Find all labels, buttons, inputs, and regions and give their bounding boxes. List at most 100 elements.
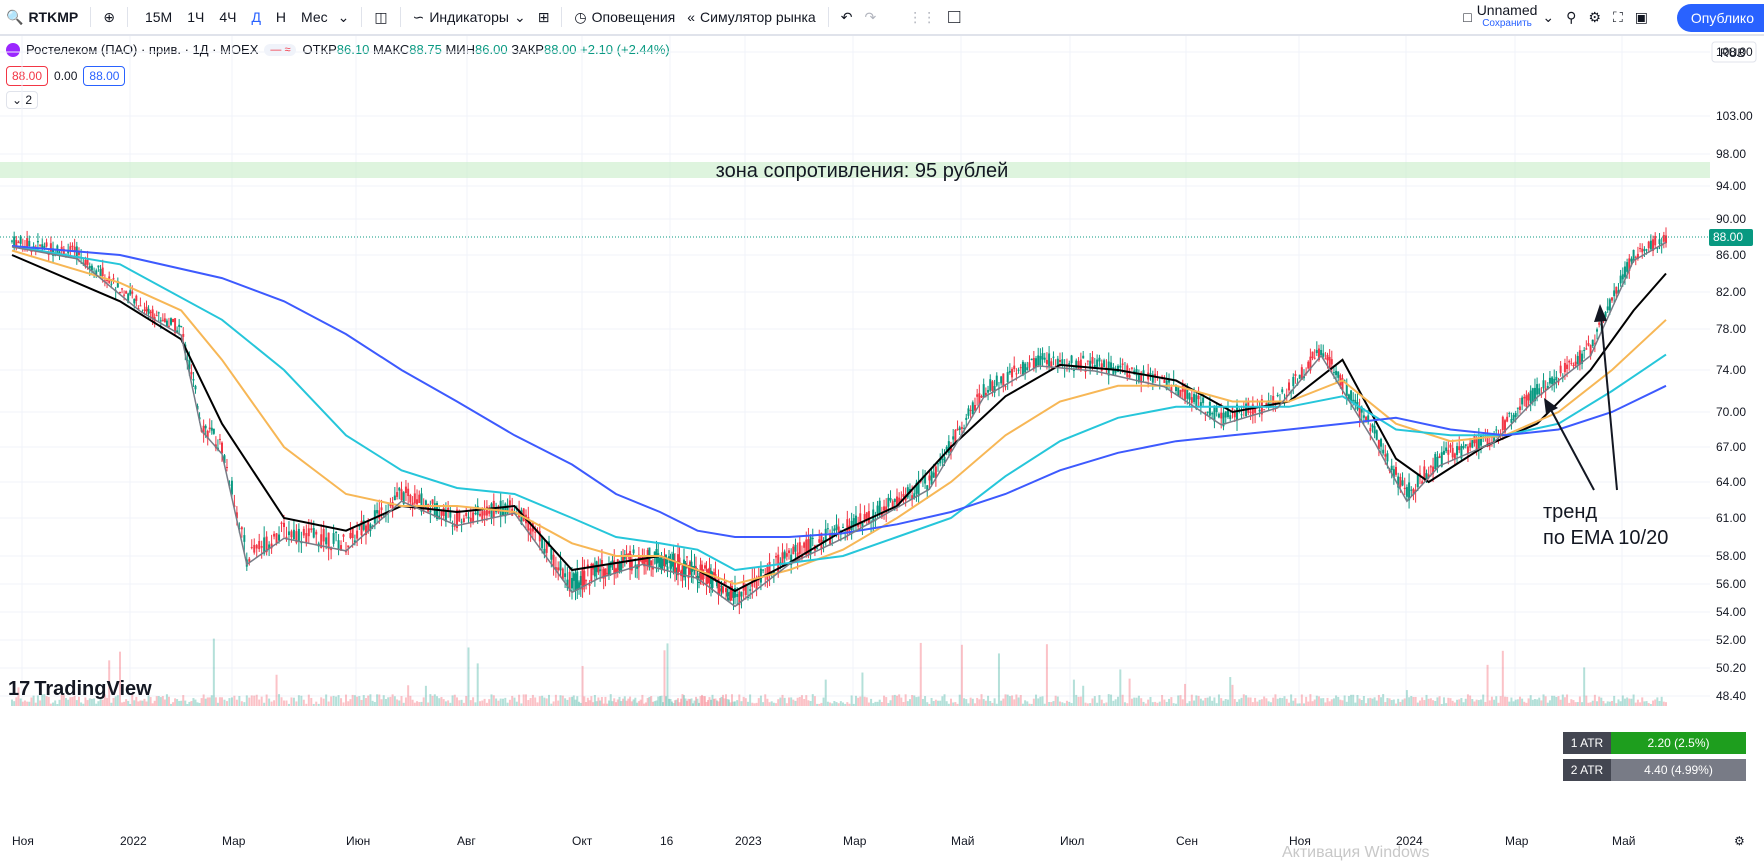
volume-bar (755, 702, 758, 706)
volume-bar (1072, 679, 1075, 706)
time-axis[interactable]: Ноя 2022 Мар Июн Авг Окт 16 2023 Мар Май… (0, 830, 1764, 856)
candle-body (1013, 365, 1016, 370)
volume-bar (595, 701, 598, 706)
volume-bar (911, 695, 914, 706)
add-symbol-button[interactable]: ⊕ (97, 0, 121, 35)
volume-bar (238, 695, 241, 706)
volume-bar (1298, 703, 1301, 706)
volume-bar (424, 685, 427, 706)
candle-body (867, 511, 870, 523)
symbol-search[interactable]: 🔍 RTKMP (0, 0, 84, 35)
volume-bar (69, 697, 72, 706)
chart-type-button[interactable]: ◫ (368, 0, 393, 35)
time-tick: Ноя (1289, 834, 1311, 848)
candle-body (1525, 395, 1528, 407)
fullscreen-button[interactable]: ⛶ (1607, 0, 1629, 35)
interval-15m[interactable]: 15М (144, 9, 173, 25)
candle-body (1041, 353, 1044, 360)
candle-body (861, 522, 864, 528)
volume-bar (1128, 678, 1131, 706)
candle-body (325, 537, 328, 545)
volume-bar (917, 696, 920, 706)
candle-body (1309, 356, 1312, 371)
volume-bar (1540, 700, 1543, 706)
candle-body (1581, 353, 1584, 364)
volume-bar (1290, 694, 1293, 706)
candle-body (1056, 358, 1059, 367)
redo-button[interactable]: ↷ (858, 0, 882, 35)
volume-bar (1061, 702, 1064, 706)
candle-body (880, 512, 883, 518)
volume-bar (829, 702, 832, 706)
settings-button[interactable]: ⚙ (1582, 0, 1607, 35)
volume-bar (1000, 700, 1003, 706)
volume-bar (708, 697, 711, 706)
close-value: 88.00 (543, 42, 577, 57)
candle-body (1469, 442, 1472, 448)
volume-bar (97, 701, 100, 706)
volume-bar (436, 696, 439, 706)
sell-button[interactable]: 88.00 (6, 66, 49, 86)
templates-button[interactable]: ⊞ (532, 0, 556, 35)
candle-body (593, 565, 596, 577)
candle-body (1330, 359, 1333, 365)
candle-body (1326, 354, 1329, 361)
low-label: МИН (445, 42, 476, 57)
candle-body (863, 514, 866, 520)
candle-body (1096, 359, 1099, 367)
volume-bar (1184, 683, 1187, 706)
volume-bar (1593, 694, 1596, 706)
candle-body (420, 493, 423, 512)
alerts-button[interactable]: ◷ Оповещения (568, 0, 681, 35)
volume-bar (1177, 695, 1180, 706)
interval-1h[interactable]: 1Ч (187, 9, 205, 25)
settings-icon[interactable]: ⚙ (1734, 834, 1745, 848)
candle-body (1177, 387, 1180, 396)
candle-body (704, 565, 706, 569)
volume-bar (599, 700, 602, 706)
replay-button[interactable]: « Симулятор рынка (681, 0, 821, 35)
top-toolbar: 🔍 RTKMP ⊕ 15М 1Ч 4Ч Д Н Мес ⌄ ◫ ∽ Индика… (0, 0, 1764, 36)
volume-bar (997, 653, 1000, 706)
volume-bar (1660, 696, 1663, 706)
undo-button[interactable]: ↶ (835, 0, 859, 35)
time-tick: Май (951, 834, 975, 848)
volume-bar (253, 695, 256, 706)
candle-body (816, 547, 819, 549)
volume-bar (831, 703, 834, 706)
candle-body (805, 539, 808, 556)
quick-search-button[interactable]: ⚲ (1560, 0, 1582, 35)
volume-bar (1367, 698, 1370, 706)
drag-handle[interactable]: ⋮⋮ (908, 8, 937, 25)
candle-body (602, 569, 605, 579)
snapshot-button[interactable]: ▣ (1629, 0, 1654, 35)
candle-body (110, 283, 113, 285)
series-title[interactable]: Ростелеком (ПАО) · прив. · 1Д · MOEX (26, 42, 259, 57)
volume-bar (1477, 700, 1480, 706)
volume-bar (1300, 694, 1303, 706)
price-chart[interactable]: зона сопротивления: 95 рублей тренд по E… (0, 36, 1764, 830)
buy-button[interactable]: 88.00 (83, 66, 126, 86)
tradingview-logo[interactable]: 17 TradingView (8, 678, 152, 701)
currency-box[interactable] (1711, 41, 1757, 63)
interval-month[interactable]: Мес (301, 9, 328, 25)
interval-4h[interactable]: 4Ч (219, 9, 237, 25)
volume-bar (80, 702, 83, 706)
volume-bar (1278, 697, 1281, 706)
candle-body (1082, 355, 1085, 359)
publish-button[interactable]: Опублико (1676, 4, 1764, 32)
interval-day[interactable]: Д (251, 9, 261, 25)
indicators-button[interactable]: ∽ Индикаторы ⌄ (407, 0, 532, 35)
candle-body (896, 496, 898, 507)
candle-body (1395, 466, 1397, 475)
chevron-down-icon[interactable]: ⌄ (337, 8, 350, 25)
candle-body (253, 544, 256, 553)
interval-week[interactable]: Н (275, 9, 287, 25)
candle-body (1258, 409, 1261, 412)
volume-bar (263, 702, 266, 706)
volume-bar (17, 687, 20, 706)
select-frame-button[interactable]: □ (942, 0, 966, 35)
volume-bar (1140, 698, 1143, 706)
layout-menu[interactable]: □ Unnamed Сохранить ⌄ (1457, 0, 1560, 35)
candle-body (194, 385, 197, 390)
